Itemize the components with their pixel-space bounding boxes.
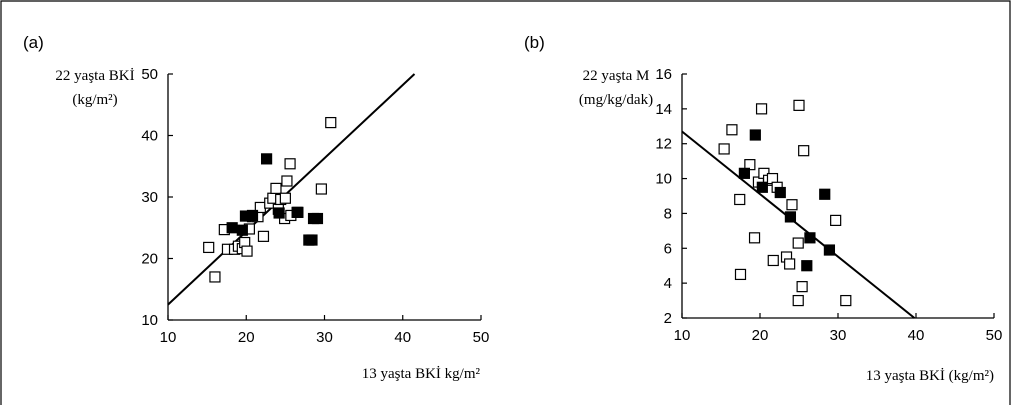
panel-b-ylabel-line2: (mg/kg/dak) [579, 92, 653, 108]
panel-b-plot: 10 20 30 40 50 2 4 6 8 10 12 14 16 [655, 66, 1002, 344]
panel-b-y-tick-label: 12 [655, 136, 672, 153]
panel-b-open-point [798, 145, 810, 157]
panel-a-filled-point [260, 153, 273, 165]
panel-b-filled-point [804, 232, 816, 244]
panel-b-x-tick-label: 50 [986, 327, 1003, 344]
panel-b-open-point [792, 237, 804, 249]
panel-b-open-point [734, 268, 747, 281]
panel-b-y-tick-label: 8 [664, 205, 672, 222]
panel-a-open-point [281, 175, 293, 187]
panel-a-y-tick-label: 40 [141, 128, 158, 145]
panel-b-open-point [792, 294, 804, 307]
panel-b-y-tick-label: 2 [664, 310, 672, 327]
panel-b-ylabel-line1: 22 yaşta M [583, 68, 650, 84]
panel-b-filled-point [774, 186, 786, 199]
panel-b-filled-point [784, 211, 797, 223]
panel-b-y-tick-label: 16 [655, 66, 672, 83]
panel-b-x-tick-label: 30 [830, 327, 847, 344]
panel-a-x-tick-label: 20 [238, 329, 255, 346]
panel-a-x-tick-label: 10 [160, 329, 177, 346]
panel-a-filled-point [246, 209, 259, 222]
panel-a-open-point [284, 158, 296, 170]
panel-a-open-point [209, 271, 221, 283]
panel-a-label: (a) [23, 33, 44, 52]
panel-a-y-tick-label: 20 [141, 251, 158, 268]
panel-b-xlabel: 13 yaşta BKİ (kg/m²) [866, 368, 994, 384]
panel-a-x-tick-label: 50 [473, 329, 490, 346]
panel-a-open-point [241, 245, 253, 257]
panel-b-open-point [784, 258, 796, 270]
panel-b-y-tick-label: 14 [655, 101, 672, 118]
panel-a-fit-line [167, 73, 416, 306]
panel-b-open-point [726, 124, 738, 136]
panel-a: (a) 22 yaşta BKİ (kg/m²) 13 yaşta BKİ kg… [23, 33, 489, 382]
panel-a-y-tick-label: 10 [141, 312, 158, 329]
panel-b-open-point [755, 103, 768, 115]
panel-b-fit-line [681, 130, 916, 319]
panel-b-x-tick-label: 20 [752, 327, 769, 344]
panel-b-y-tick-label: 6 [664, 240, 672, 257]
panel-b-filled-point [756, 181, 768, 193]
panel-b-x-tick-label: 10 [674, 327, 691, 344]
panel-a-open-point [270, 182, 282, 194]
panel-b-open-point [796, 281, 808, 293]
panel-a-open-point [325, 116, 337, 129]
panel-a-xlabel: 13 yaşta BKİ kg/m² [362, 366, 481, 382]
panel-a-open-point [279, 192, 291, 204]
panel-b-y-tick-label: 4 [664, 275, 672, 292]
panel-a-ylabel-line1: 22 yaşta BKİ [55, 68, 134, 84]
panel-b-open-point [748, 232, 761, 244]
panel-b-open-point [830, 214, 842, 226]
panel-b-filled-point [801, 260, 813, 272]
panel-a-open-point [257, 230, 270, 242]
panel-b-filled-point [749, 129, 761, 141]
panel-a-open-point [315, 183, 327, 195]
panel-b-filled-point [823, 244, 836, 256]
panel-b-label: (b) [524, 33, 545, 52]
panel-a-filled-point [306, 234, 318, 246]
panel-a-filled-point [292, 206, 304, 218]
panel-b-open-point [786, 199, 798, 211]
panel-b-filled-point [738, 167, 751, 179]
panel-a-open-point [203, 241, 215, 254]
panel-a-y-tick-label: 50 [141, 66, 158, 83]
panel-b-open-point [718, 143, 730, 155]
panel-b-x-tick-label: 40 [908, 327, 925, 344]
panel-a-filled-point [236, 224, 248, 236]
panel-a-x-tick-label: 40 [394, 329, 411, 346]
panel-b-y-tick-label: 10 [655, 171, 672, 188]
panel-a-ylabel-line2: (kg/m²) [72, 92, 117, 108]
panel-a-plot: 10 20 30 40 50 10 20 30 40 50 [141, 66, 489, 346]
panel-a-filled-point [273, 207, 285, 219]
panel-a-filled-point [311, 212, 324, 225]
panel-b-open-point [793, 99, 805, 111]
panel-a-x-tick-label: 30 [316, 329, 333, 346]
panel-b-open-point [734, 193, 746, 206]
panel-a-filled-point [226, 222, 238, 234]
panel-b-filled-point [819, 188, 831, 200]
panel-b-open-point [840, 294, 852, 307]
panel-a-y-tick-label: 30 [141, 189, 158, 206]
panel-b: (b) 22 yaşta M (mg/kg/dak) 13 yaşta BKİ … [524, 33, 1002, 384]
panel-b-open-point [767, 254, 779, 267]
